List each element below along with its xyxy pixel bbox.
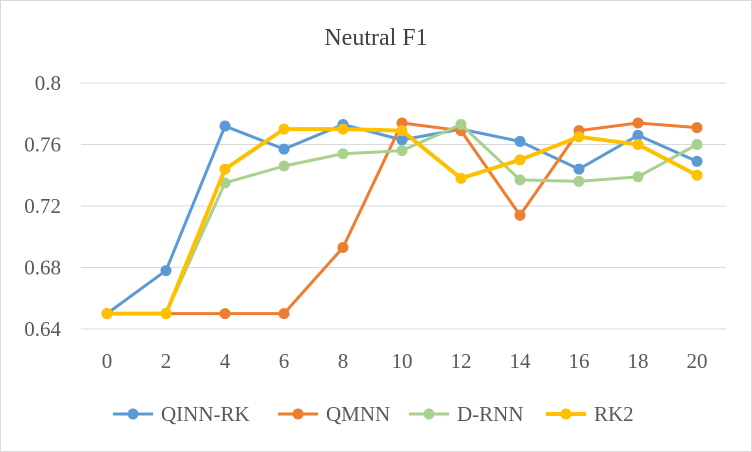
x-tick-label-6: 12 <box>451 349 472 373</box>
data-point-qinn-rk-2 <box>160 265 172 277</box>
x-axis-ticks: 0 2 4 6 8 10 12 14 16 18 20 <box>102 349 708 373</box>
legend-item-rk2: RK2 <box>546 402 634 426</box>
data-point-rk2-8 <box>337 123 349 135</box>
data-point-qinn-rk-16 <box>573 163 585 175</box>
data-point-rk2-4 <box>219 163 231 175</box>
x-tick-label-8: 16 <box>569 349 590 373</box>
x-tick-label-7: 14 <box>510 349 532 373</box>
data-point-qinn-rk-4 <box>219 120 231 132</box>
legend: QINN-RK QMNN D-RNN RK2 <box>113 402 634 426</box>
data-point-d-rnn-10 <box>396 145 408 157</box>
legend-label: RK2 <box>594 402 634 426</box>
y-axis-ticks: 0.64 0.68 0.72 0.76 0.8 <box>24 71 61 341</box>
data-point-d-rnn-18 <box>632 171 644 183</box>
x-tick-label-0: 0 <box>102 349 113 373</box>
data-point-rk2-18 <box>632 139 644 150</box>
data-point-qmnn-14 <box>514 209 526 221</box>
y-tick-label-3: 0.76 <box>24 133 61 157</box>
data-point-qmnn-20 <box>691 122 703 134</box>
x-tick-label-5: 10 <box>392 349 413 373</box>
legend-item-qinn-rk: QINN-RK <box>113 402 250 426</box>
data-point-rk2-0 <box>101 308 113 320</box>
data-point-d-rnn-6 <box>278 160 290 172</box>
data-point-qmnn-18 <box>632 117 644 129</box>
gridlines <box>81 82 726 330</box>
legend-swatch-marker <box>127 408 139 420</box>
y-tick-label-4: 0.8 <box>35 71 61 95</box>
data-point-rk2-12 <box>455 172 467 184</box>
y-tick-label-1: 0.68 <box>24 256 61 280</box>
x-tick-label-2: 4 <box>220 349 231 373</box>
data-point-d-rnn-20 <box>691 139 703 150</box>
y-tick-label-2: 0.72 <box>24 194 61 218</box>
data-point-d-rnn-8 <box>337 148 349 160</box>
data-point-qinn-rk-10 <box>396 134 408 146</box>
x-tick-label-9: 18 <box>628 349 649 373</box>
data-point-rk2-2 <box>160 308 172 320</box>
x-tick-label-10: 20 <box>687 349 708 373</box>
data-point-qinn-rk-20 <box>691 155 703 167</box>
x-tick-label-4: 8 <box>338 349 349 373</box>
chart-title: Neutral F1 <box>324 25 427 51</box>
legend-swatch-marker <box>292 408 304 420</box>
series-rk2 <box>101 123 703 320</box>
x-tick-label-1: 2 <box>161 349 172 373</box>
x-tick-label-3: 6 <box>279 349 290 373</box>
data-point-rk2-14 <box>514 154 526 166</box>
data-point-qmnn-10 <box>396 117 408 129</box>
data-point-d-rnn-16 <box>573 175 585 187</box>
data-point-rk2-10 <box>396 125 408 137</box>
data-point-qmnn-8 <box>337 242 349 254</box>
data-point-qinn-rk-6 <box>278 143 290 155</box>
data-point-qinn-rk-18 <box>632 129 644 141</box>
legend-label: QINN-RK <box>161 402 250 426</box>
legend-item-qmnn: QMNN <box>278 402 390 426</box>
legend-swatch-marker <box>560 408 572 420</box>
data-point-rk2-20 <box>691 169 703 181</box>
legend-item-d-rnn: D-RNN <box>409 402 524 426</box>
data-point-d-rnn-12 <box>455 119 467 131</box>
legend-swatch-marker <box>423 408 435 420</box>
series-lines <box>101 117 703 320</box>
data-point-qinn-rk-14 <box>514 135 526 147</box>
y-tick-label-0: 0.64 <box>24 317 61 341</box>
legend-label: QMNN <box>326 402 390 426</box>
data-point-rk2-6 <box>278 123 290 135</box>
series-qmnn <box>101 117 703 320</box>
data-point-qmnn-4 <box>219 308 231 320</box>
legend-label: D-RNN <box>457 402 524 426</box>
series-line-rk2 <box>107 127 698 316</box>
data-point-qmnn-6 <box>278 308 290 320</box>
data-point-rk2-16 <box>573 131 585 143</box>
data-point-d-rnn-14 <box>514 174 526 186</box>
